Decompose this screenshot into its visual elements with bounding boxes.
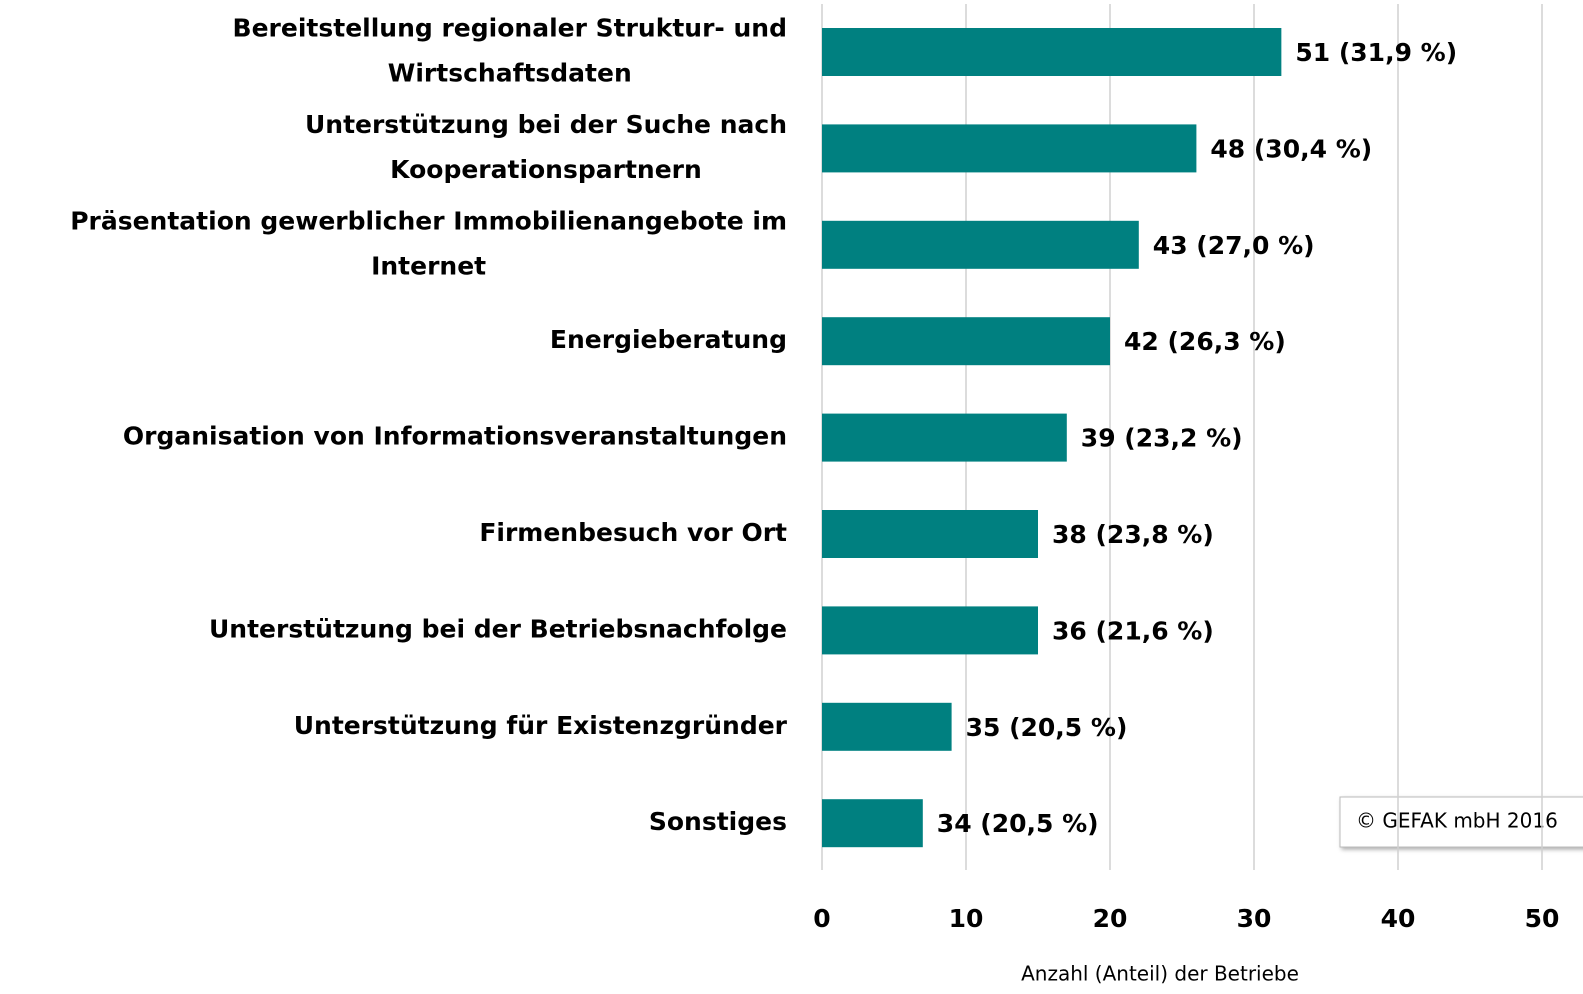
data-label: 36 (21,6 %)	[1052, 616, 1214, 645]
data-label: 43 (27,0 %)	[1153, 231, 1315, 260]
y-tick-label: Internet	[371, 251, 486, 280]
bar	[822, 702, 952, 751]
data-label: 39 (23,2 %)	[1081, 424, 1243, 453]
y-tick-label: Firmenbesuch vor Ort	[479, 518, 787, 547]
y-tick-label: Bereitstellung regionaler Struktur- und	[233, 14, 787, 43]
bar	[822, 220, 1139, 269]
data-label: 48 (30,4 %)	[1210, 134, 1372, 163]
bar	[822, 317, 1110, 366]
x-tick-label: 50	[1525, 904, 1560, 933]
data-label: 35 (20,5 %)	[966, 713, 1128, 742]
x-tick-label: 0	[813, 904, 830, 933]
y-tick-label: Energieberatung	[550, 325, 787, 354]
data-label: 42 (26,3 %)	[1124, 327, 1286, 356]
bar	[822, 510, 1038, 558]
bar	[822, 799, 923, 848]
data-label: 51 (31,9 %)	[1295, 38, 1457, 67]
bar	[822, 413, 1067, 462]
x-tick-label: 20	[1093, 904, 1128, 933]
bar	[822, 28, 1282, 76]
y-tick-label: Präsentation gewerblicher Immobilienange…	[70, 206, 787, 235]
data-label: 38 (23,8 %)	[1052, 520, 1214, 549]
x-tick-label: 10	[949, 904, 984, 933]
bar	[822, 606, 1038, 655]
y-tick-label: Unterstützung bei der Betriebsnachfolge	[209, 614, 787, 643]
y-tick-label: Unterstützung bei der Suche nach	[305, 110, 787, 139]
y-tick-label: Kooperationspartnern	[390, 155, 702, 184]
data-label: 34 (20,5 %)	[937, 809, 1099, 838]
bar	[822, 124, 1197, 173]
y-tick-label: Organisation von Informationsveranstaltu…	[123, 422, 787, 451]
y-tick-label: Sonstiges	[649, 807, 787, 836]
x-axis-title: Anzahl (Anteil) der Betriebe	[1021, 962, 1299, 986]
y-tick-label: Wirtschaftsdaten	[388, 59, 632, 88]
y-tick-label: Unterstützung für Existenzgründer	[294, 711, 788, 740]
x-tick-label: 40	[1381, 904, 1416, 933]
note: © GEFAK mbH 2016	[1356, 809, 1558, 833]
x-tick-label: 30	[1237, 904, 1272, 933]
